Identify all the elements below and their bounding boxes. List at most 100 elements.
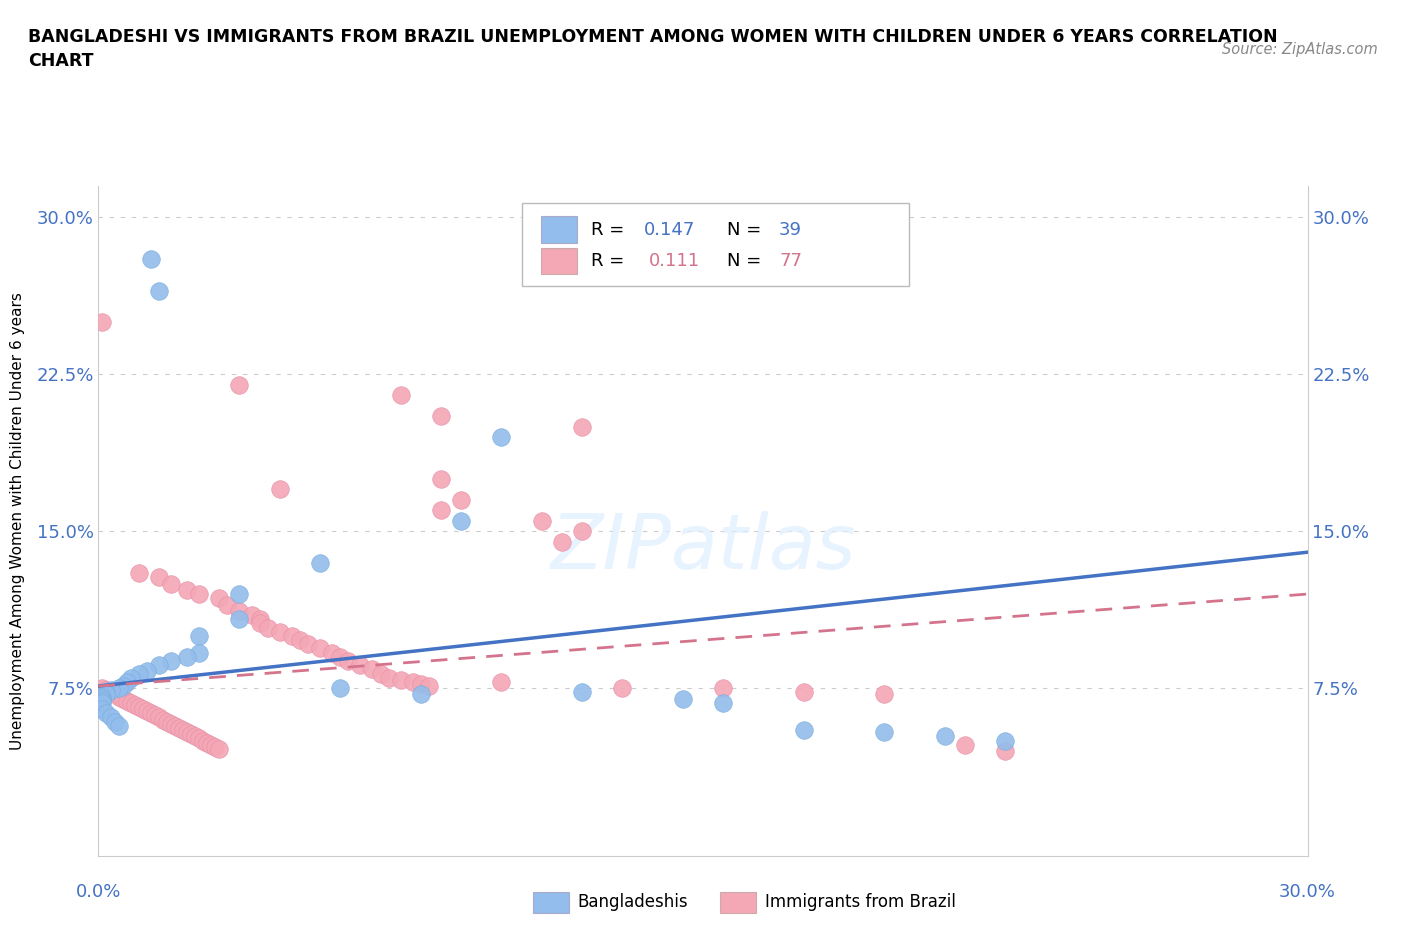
FancyBboxPatch shape	[720, 892, 756, 913]
Point	[994, 744, 1017, 759]
Point	[111, 679, 134, 694]
Point	[167, 721, 190, 736]
Point	[180, 727, 202, 742]
Point	[672, 691, 695, 706]
Point	[361, 662, 384, 677]
Point	[160, 716, 183, 731]
Point	[430, 472, 453, 486]
Point	[143, 708, 166, 723]
Point	[281, 629, 304, 644]
Point	[96, 685, 118, 700]
Point	[96, 683, 118, 698]
Point	[204, 739, 226, 754]
Point	[176, 724, 198, 739]
Point	[349, 658, 371, 672]
Point	[115, 674, 138, 689]
Point	[132, 702, 155, 717]
Point	[873, 687, 896, 702]
Point	[491, 430, 513, 445]
Point	[91, 689, 114, 704]
Point	[103, 714, 125, 729]
Point	[249, 616, 271, 631]
Point	[120, 671, 142, 685]
Point	[107, 681, 129, 696]
Point	[139, 706, 162, 721]
Point	[103, 687, 125, 702]
Point	[711, 681, 734, 696]
FancyBboxPatch shape	[522, 203, 908, 286]
Point	[148, 284, 170, 299]
Point	[269, 482, 291, 497]
Point	[228, 378, 250, 392]
Point	[389, 388, 412, 403]
Point	[551, 535, 574, 550]
Point	[135, 664, 157, 679]
Point	[389, 672, 412, 687]
Point	[160, 654, 183, 669]
Point	[450, 493, 472, 508]
Point	[96, 706, 118, 721]
Point	[953, 737, 976, 752]
Point	[139, 252, 162, 267]
Point	[107, 689, 129, 704]
Point	[793, 723, 815, 737]
FancyBboxPatch shape	[541, 247, 578, 274]
Point	[176, 582, 198, 597]
Point	[309, 641, 332, 656]
Point	[111, 691, 134, 706]
Text: R =: R =	[591, 220, 630, 238]
Point	[188, 629, 211, 644]
Point	[91, 314, 114, 329]
Y-axis label: Unemployment Among Women with Children Under 6 years: Unemployment Among Women with Children U…	[10, 292, 25, 750]
Text: R =: R =	[591, 252, 636, 270]
Point	[96, 687, 118, 702]
Point	[91, 694, 114, 709]
Point	[240, 607, 263, 622]
Point	[200, 737, 222, 752]
Point	[994, 733, 1017, 748]
Point	[120, 696, 142, 711]
Text: BANGLADESHI VS IMMIGRANTS FROM BRAZIL UNEMPLOYMENT AMONG WOMEN WITH CHILDREN UND: BANGLADESHI VS IMMIGRANTS FROM BRAZIL UN…	[28, 28, 1278, 70]
Point	[163, 719, 186, 734]
Point	[128, 699, 150, 714]
Point	[711, 696, 734, 711]
Point	[256, 620, 278, 635]
Point	[377, 671, 399, 685]
Point	[297, 637, 319, 652]
Text: N =: N =	[727, 220, 768, 238]
Point	[934, 729, 956, 744]
Point	[612, 681, 634, 696]
Point	[148, 658, 170, 672]
Point	[208, 741, 231, 756]
Point	[571, 524, 593, 538]
Point	[491, 674, 513, 689]
Point	[228, 587, 250, 602]
Point	[208, 591, 231, 605]
Point	[156, 714, 179, 729]
Text: 77: 77	[779, 252, 803, 270]
Point	[107, 719, 129, 734]
Point	[402, 674, 425, 689]
Point	[128, 565, 150, 580]
FancyBboxPatch shape	[541, 216, 578, 243]
Point	[188, 645, 211, 660]
Text: 30.0%: 30.0%	[1279, 883, 1336, 901]
Point	[91, 702, 114, 717]
Point	[100, 685, 122, 700]
Point	[124, 698, 146, 712]
Point	[321, 645, 343, 660]
Point	[172, 723, 194, 737]
Point	[409, 687, 432, 702]
Point	[148, 711, 170, 725]
Point	[430, 409, 453, 424]
Text: ZIPatlas: ZIPatlas	[550, 511, 856, 585]
Point	[188, 587, 211, 602]
Point	[249, 612, 271, 627]
Point	[530, 513, 553, 528]
Point	[370, 666, 392, 681]
Point	[228, 612, 250, 627]
Point	[148, 570, 170, 585]
Point	[195, 736, 218, 751]
Point	[329, 649, 352, 664]
Point	[409, 677, 432, 692]
